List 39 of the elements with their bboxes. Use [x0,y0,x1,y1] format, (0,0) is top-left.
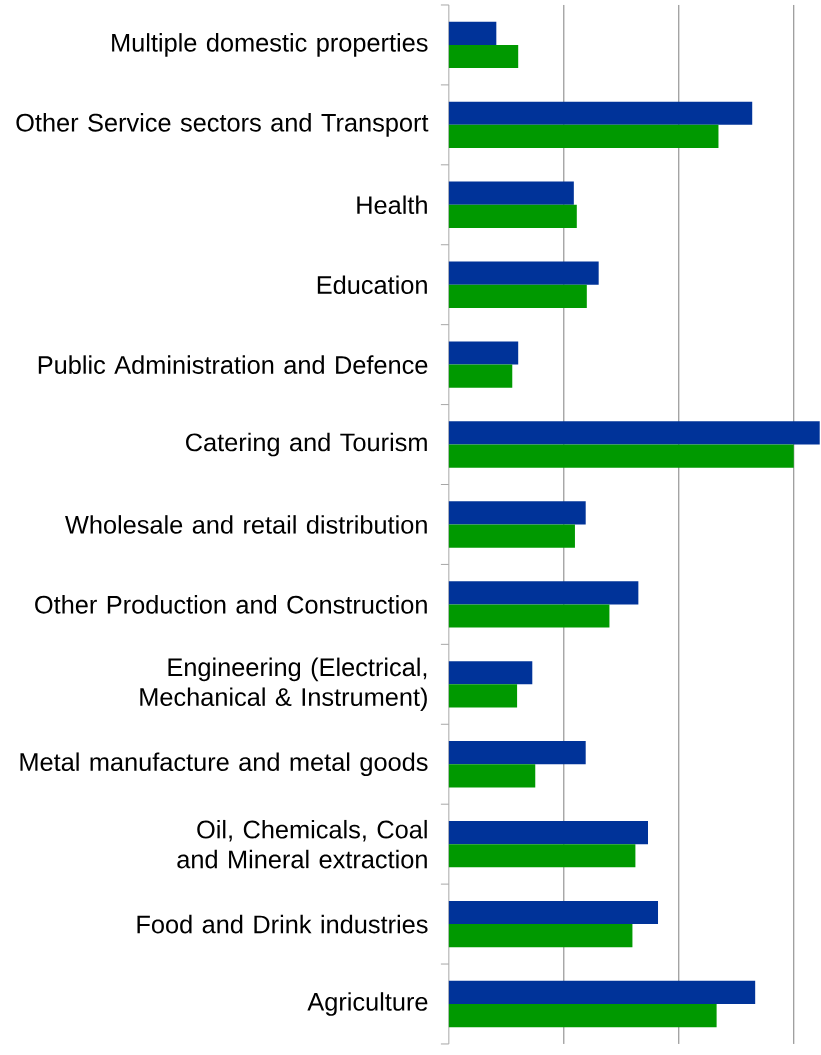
y-tick-label: Multiple domestic properties [112,33,428,57]
bar [448,661,533,685]
bar [448,204,577,228]
bar [448,844,636,868]
y-tick-label: Engineering (Electrical, Mechanical & Instrument) [140,657,428,712]
y-tick-label: Wholesale and retail distribution [65,515,427,534]
bar [448,980,756,1004]
bar [448,924,633,948]
y-tick-label: Oil, Chemicals, Coal and Mineral extraction [177,819,427,869]
bar [448,444,794,468]
bar [448,1004,717,1028]
y-tick-label: Catering and Tourism [186,432,427,457]
bar [448,21,497,45]
bar [448,900,659,925]
bar [448,684,518,708]
bar [448,44,519,69]
y-tick-label: Other Production and Construction [35,595,427,614]
bar [448,124,719,149]
y-tick-label: Metal manufacture and metal goods [20,752,428,777]
bar [448,820,649,845]
y-tick-label: Health [357,195,427,215]
bar [448,101,753,125]
y-tick-label: Food and Drink industries [137,914,428,934]
bar [448,284,587,308]
bar [448,741,586,765]
y-tick-label: Public Administration and Defence [38,355,428,374]
bar [448,524,576,548]
bar [448,261,599,285]
bar [448,181,574,205]
y-tick-label: Other Service sectors and Transport [16,113,429,137]
bar [448,501,586,525]
bar [448,364,513,388]
y-tick-label: Education [317,275,427,295]
bar [448,341,519,365]
bar [448,604,610,628]
y-tick-label: Agriculture [307,992,428,1016]
bar [448,421,820,445]
bar [448,764,536,788]
bar [448,581,639,605]
